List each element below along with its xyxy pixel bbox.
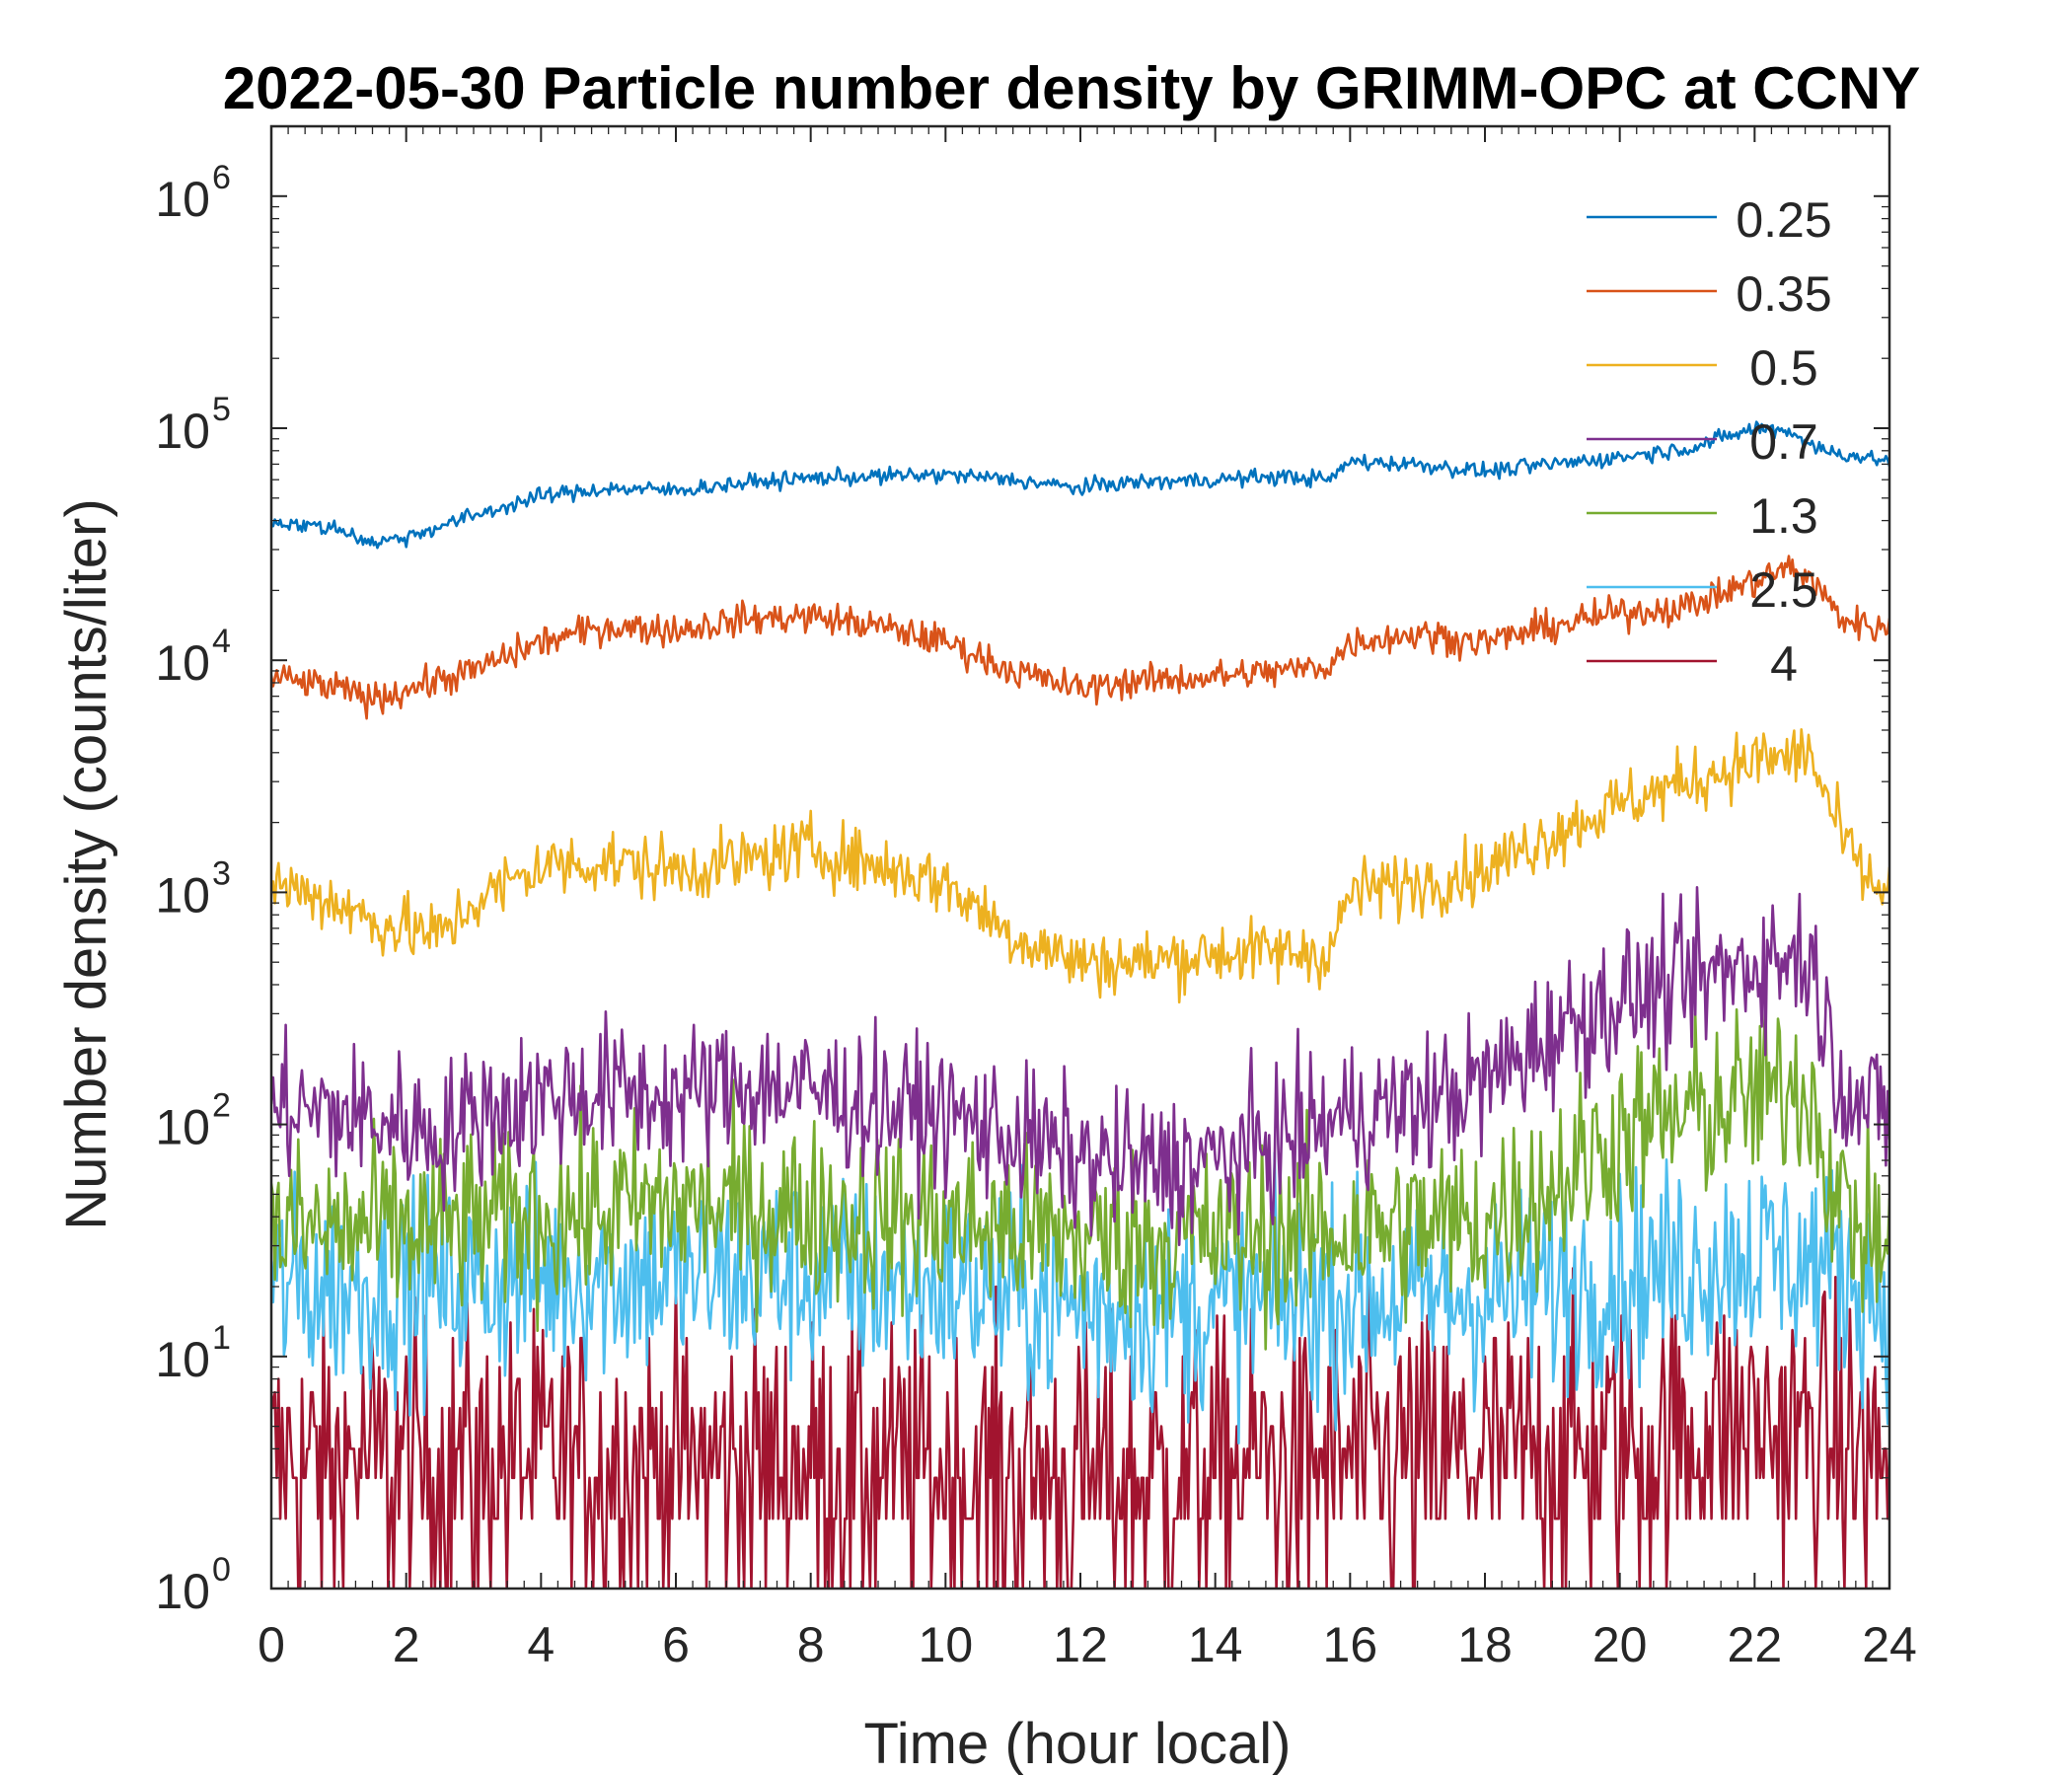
legend-label-0.7: 0.7: [1749, 414, 1818, 470]
x-tick-label: 0: [258, 1617, 285, 1672]
legend-label-0.5: 0.5: [1749, 340, 1818, 396]
legend-label-1.3: 1.3: [1749, 488, 1818, 544]
axes: [269, 124, 1891, 1591]
x-tick-label: 6: [662, 1617, 690, 1672]
y-tick-exponent: 2: [212, 1087, 231, 1125]
x-tick-label: 4: [527, 1617, 555, 1672]
legend: 0.25 0.35 0.5 0.7 1.3 2.5 4: [1587, 192, 1832, 692]
y-tick-exponent: 6: [212, 159, 231, 196]
x-tick-label: 12: [1053, 1617, 1108, 1672]
y-tick-exponent: 0: [212, 1551, 231, 1589]
x-tick-label: 8: [797, 1617, 825, 1672]
legend-label-2.5: 2.5: [1749, 562, 1818, 618]
y-tick-label: 10: [155, 1564, 210, 1619]
series-line-0.5: [271, 728, 1889, 1004]
y-axis-label: Number density (counts/liter): [54, 498, 118, 1229]
plot-area: [271, 420, 1889, 1589]
x-tick-label: 24: [1862, 1617, 1917, 1672]
series-line-4: [271, 1267, 1889, 1589]
y-tick-label: 10: [155, 172, 210, 227]
y-tick-exponent: 3: [212, 854, 231, 892]
series-line-0.7: [271, 886, 1889, 1246]
y-tick-exponent: 5: [212, 391, 231, 428]
legend-label-0.25: 0.25: [1736, 192, 1831, 248]
x-tick-label: 22: [1728, 1617, 1783, 1672]
x-axis-label: Time (hour local): [864, 1712, 1292, 1776]
series-line-1.3: [271, 996, 1889, 1351]
x-tick-label: 10: [919, 1617, 974, 1672]
legend-label-4: 4: [1770, 636, 1798, 692]
y-tick-label: 10: [155, 404, 210, 459]
y-tick-label: 10: [155, 1332, 210, 1387]
y-tick-label: 10: [155, 867, 210, 923]
y-tick-label: 10: [155, 1100, 210, 1155]
legend-label-0.35: 0.35: [1736, 266, 1831, 322]
x-tick-label: 16: [1323, 1617, 1378, 1672]
y-tick-label: 10: [155, 635, 210, 691]
x-tick-label: 2: [393, 1617, 420, 1672]
x-tick-label: 18: [1457, 1617, 1513, 1672]
y-tick-exponent: 1: [212, 1319, 231, 1357]
x-tick-label: 20: [1592, 1617, 1648, 1672]
x-tick-label: 14: [1188, 1617, 1243, 1672]
series-line-0.35: [271, 555, 1889, 720]
series-line-0.25: [271, 420, 1889, 550]
y-tick-exponent: 4: [212, 623, 231, 660]
chart-title: 2022-05-30 Particle number density by GR…: [223, 55, 1921, 121]
